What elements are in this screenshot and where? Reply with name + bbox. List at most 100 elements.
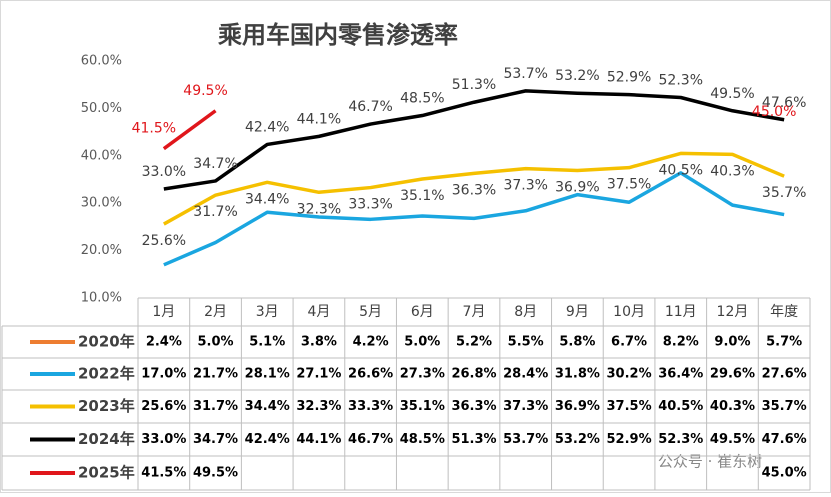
table-cell: 28.4% bbox=[503, 367, 548, 382]
series-line bbox=[162, 151, 785, 226]
series-line bbox=[163, 171, 785, 267]
table-cell: 46.7% bbox=[348, 432, 393, 447]
data-label: 37.5% bbox=[607, 177, 651, 193]
data-label: 32.3% bbox=[297, 201, 341, 217]
chart-title: 乘用车国内零售渗透率 bbox=[217, 21, 458, 49]
table-cell: 53.7% bbox=[503, 432, 548, 447]
x-tick-label: 7月 bbox=[463, 304, 486, 320]
data-label: 31.7% bbox=[193, 204, 237, 220]
data-label: 37.3% bbox=[503, 178, 547, 194]
data-label: 48.5% bbox=[400, 91, 444, 107]
data-label: 35.7% bbox=[762, 185, 806, 201]
data-label: 52.3% bbox=[659, 72, 703, 88]
y-tick-label: 20.0% bbox=[81, 243, 122, 258]
table-cell: 5.7% bbox=[766, 335, 802, 350]
data-label: 42.4% bbox=[245, 119, 289, 135]
table-cell: 35.7% bbox=[762, 399, 807, 414]
data-label: 36.3% bbox=[452, 182, 496, 198]
table-cell: 25.6% bbox=[141, 399, 186, 414]
table-cell: 29.6% bbox=[710, 367, 755, 382]
y-tick-label: 10.0% bbox=[81, 291, 122, 306]
table-cell: 3.8% bbox=[301, 335, 337, 350]
data-label: 34.4% bbox=[245, 191, 289, 207]
data-label: 51.3% bbox=[452, 77, 496, 93]
data-label: 53.7% bbox=[503, 66, 547, 82]
table-cell: 41.5% bbox=[141, 466, 186, 481]
table-cell: 47.6% bbox=[762, 432, 807, 447]
y-tick-label: 60.0% bbox=[81, 54, 122, 69]
table-cell: 6.7% bbox=[611, 335, 647, 350]
table-cell: 36.4% bbox=[658, 367, 703, 382]
table-cell: 34.4% bbox=[245, 399, 290, 414]
legend-label: 2023年 bbox=[78, 397, 135, 415]
table-cell: 5.5% bbox=[508, 335, 544, 350]
table-cell: 37.3% bbox=[503, 399, 548, 414]
table-cell: 53.2% bbox=[555, 432, 600, 447]
table-cell: 27.1% bbox=[296, 367, 341, 382]
x-tick-label: 5月 bbox=[359, 304, 382, 320]
table-cell: 5.1% bbox=[249, 335, 285, 350]
data-label: 47.6% bbox=[762, 95, 806, 111]
data-label: 33.0% bbox=[142, 164, 186, 180]
table-cell: 9.0% bbox=[714, 335, 750, 350]
data-label: 35.1% bbox=[400, 188, 444, 204]
table-cell: 42.4% bbox=[245, 432, 290, 447]
data-label: 33.3% bbox=[348, 197, 392, 213]
data-label: 45.0% bbox=[752, 104, 796, 120]
table-cell: 27.3% bbox=[400, 367, 445, 382]
table-cell: 31.7% bbox=[193, 399, 238, 414]
table-cell: 5.0% bbox=[198, 335, 234, 350]
table-cell: 26.6% bbox=[348, 367, 393, 382]
data-label: 49.5% bbox=[183, 83, 227, 99]
data-label: 40.3% bbox=[710, 163, 754, 179]
table-cell: 32.3% bbox=[296, 399, 341, 414]
table-cell: 49.5% bbox=[193, 466, 238, 481]
data-label: 49.5% bbox=[710, 86, 754, 102]
table-cell: 4.2% bbox=[353, 335, 389, 350]
y-tick-label: 50.0% bbox=[81, 101, 122, 116]
table-cell: 52.9% bbox=[607, 432, 652, 447]
table-cell: 26.8% bbox=[451, 367, 496, 382]
table-cell: 2.4% bbox=[146, 335, 182, 350]
x-tick-label: 6月 bbox=[411, 304, 434, 320]
data-label: 44.1% bbox=[297, 111, 341, 127]
table-cell: 21.7% bbox=[193, 367, 238, 382]
table-cell: 37.5% bbox=[607, 399, 652, 414]
x-tick-label: 1月 bbox=[152, 304, 175, 320]
table-cell: 8.2% bbox=[663, 335, 699, 350]
table-cell: 51.3% bbox=[451, 432, 496, 447]
data-label: 46.7% bbox=[348, 99, 392, 115]
x-tick-label: 11月 bbox=[665, 304, 697, 320]
table-cell: 5.8% bbox=[559, 335, 595, 350]
x-tick-label: 年度 bbox=[770, 304, 798, 320]
y-tick-label: 40.0% bbox=[81, 148, 122, 163]
data-label: 34.7% bbox=[193, 156, 237, 172]
table-cell: 33.3% bbox=[348, 399, 393, 414]
watermark: 公众号 · 崔东树 bbox=[658, 453, 762, 471]
series-line bbox=[162, 109, 217, 151]
data-label: 40.5% bbox=[659, 162, 703, 178]
table-cell: 40.3% bbox=[710, 399, 755, 414]
table-cell: 35.1% bbox=[400, 399, 445, 414]
table-cell: 40.5% bbox=[658, 399, 703, 414]
legend-label: 2022年 bbox=[78, 365, 135, 383]
table-cell: 27.6% bbox=[762, 367, 807, 382]
legend-label: 2024年 bbox=[78, 430, 135, 448]
table-cell: 33.0% bbox=[141, 432, 186, 447]
table-cell: 5.2% bbox=[456, 335, 492, 350]
x-tick-label: 3月 bbox=[256, 304, 279, 320]
data-label: 25.6% bbox=[142, 233, 186, 249]
x-tick-label: 12月 bbox=[717, 304, 749, 320]
table-cell: 52.3% bbox=[658, 432, 703, 447]
legend-label: 2025年 bbox=[78, 464, 135, 482]
table-cell: 28.1% bbox=[245, 367, 290, 382]
x-tick-label: 8月 bbox=[514, 304, 537, 320]
table-cell: 48.5% bbox=[400, 432, 445, 447]
x-tick-label: 9月 bbox=[566, 304, 589, 320]
data-label: 53.2% bbox=[555, 68, 599, 84]
table-cell: 36.9% bbox=[555, 399, 600, 414]
table-cell: 44.1% bbox=[296, 432, 341, 447]
y-tick-label: 30.0% bbox=[81, 196, 122, 211]
table-cell: 45.0% bbox=[762, 466, 807, 481]
